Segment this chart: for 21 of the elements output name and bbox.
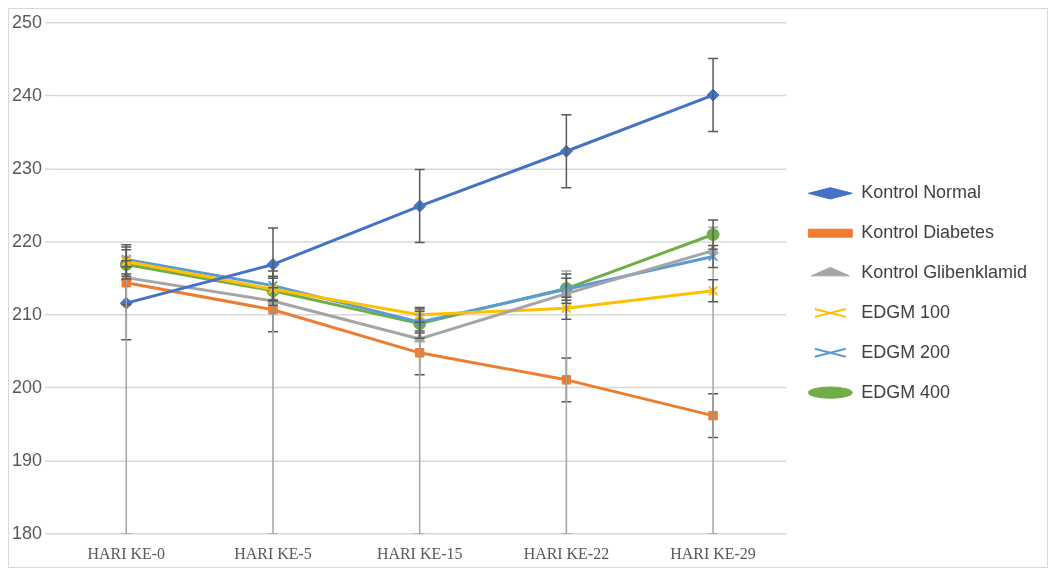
y-tick-label: 230	[12, 157, 42, 178]
y-tick-label: 220	[12, 230, 42, 251]
legend-label: EDGM 200	[861, 341, 951, 362]
y-tick-label: 210	[12, 303, 42, 324]
point	[561, 303, 572, 314]
x-tick-label: HARI KE-5	[234, 544, 312, 562]
legend-label: Kontrol Diabetes	[861, 222, 995, 243]
y-tick-label: 180	[12, 522, 42, 543]
x-tick-label: HARI KE-15	[376, 544, 463, 562]
y-tick-label: 200	[12, 376, 42, 397]
legend-label: Kontrol Glibenklamid	[861, 262, 1027, 282]
legend-label: EDGM 100	[861, 301, 951, 322]
y-tick-label: 190	[12, 449, 42, 470]
x-tick-label: HARI KE-0	[87, 544, 166, 562]
y-tick-label: 250	[12, 11, 42, 32]
x-tick-label: HARI KE-29	[670, 544, 756, 562]
x-tick-label: HARI KE-22	[523, 544, 610, 562]
legend-label: Kontrol Normal	[861, 182, 981, 203]
y-tick-label: 240	[12, 84, 42, 105]
legend-label: EDGM 400	[861, 381, 951, 402]
point	[707, 285, 719, 296]
